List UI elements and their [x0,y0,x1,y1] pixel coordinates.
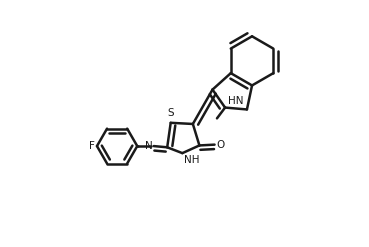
Text: NH: NH [184,155,199,165]
Text: F: F [89,141,94,151]
Text: N: N [145,141,152,151]
Text: HN: HN [228,96,244,106]
Text: O: O [217,140,225,150]
Text: S: S [168,108,174,118]
